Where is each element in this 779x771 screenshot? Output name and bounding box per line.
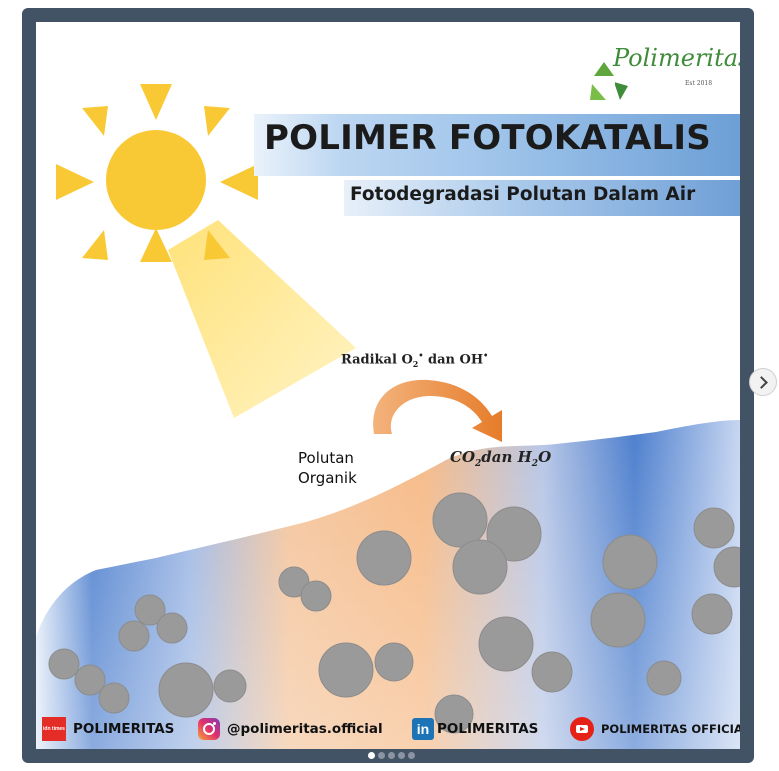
post-frame: Polimeritas Est 2018 POLIMER FOTOKATALIS…	[22, 8, 754, 763]
idn-times-icon: idn times	[42, 717, 66, 741]
chevron-right-icon	[755, 375, 768, 389]
social-bar: idn times POLIMERITAS @polimeritas.offic…	[36, 716, 740, 742]
radical-label: Radikal O2• dan OH•	[341, 350, 489, 369]
carousel-dots	[368, 752, 415, 760]
brand-logo: Polimeritas Est 2018	[571, 38, 740, 88]
sun-icon	[106, 130, 206, 230]
youtube-label: POLIMERITAS OFFICIAL	[601, 722, 740, 736]
post-subtitle: Fotodegradasi Polutan Dalam Air	[350, 184, 696, 205]
social-idn: idn times POLIMERITAS	[42, 716, 174, 742]
carousel-dot-2[interactable]	[378, 752, 385, 759]
post-image[interactable]: Polimeritas Est 2018 POLIMER FOTOKATALIS…	[36, 22, 740, 749]
instagram-label: @polimeritas.official	[227, 721, 383, 737]
subtitle-banner	[344, 180, 740, 216]
carousel-dot-3[interactable]	[388, 752, 395, 759]
pollutant-particles	[48, 492, 740, 734]
linkedin-icon: in	[412, 718, 434, 740]
title-banner	[254, 114, 740, 176]
logo-text: Polimeritas	[613, 44, 740, 72]
social-youtube: POLIMERITAS OFFICIAL	[570, 716, 740, 742]
youtube-icon	[570, 717, 594, 741]
social-linkedin: in POLIMERITAS	[412, 716, 538, 742]
carousel-dot-5[interactable]	[408, 752, 415, 759]
instagram-icon	[198, 718, 220, 740]
idn-label: POLIMERITAS	[73, 721, 175, 737]
linkedin-label: POLIMERITAS	[437, 721, 539, 737]
carousel-dot-1[interactable]	[368, 752, 375, 759]
sun-beam	[168, 220, 356, 418]
polutan-label: Polutan Organik	[298, 449, 357, 487]
recycle-logo-icon	[590, 62, 628, 100]
illustration	[36, 62, 740, 749]
social-instagram: @polimeritas.official	[198, 716, 383, 742]
product-label: CO2dan H2O	[450, 448, 552, 469]
reaction-arrow-icon	[373, 379, 502, 442]
logo-est: Est 2018	[685, 80, 713, 87]
carousel-dot-4[interactable]	[398, 752, 405, 759]
post-title: POLIMER FOTOKATALIS	[264, 118, 711, 158]
carousel-next-button[interactable]	[749, 368, 777, 396]
sun-rays	[56, 84, 258, 262]
